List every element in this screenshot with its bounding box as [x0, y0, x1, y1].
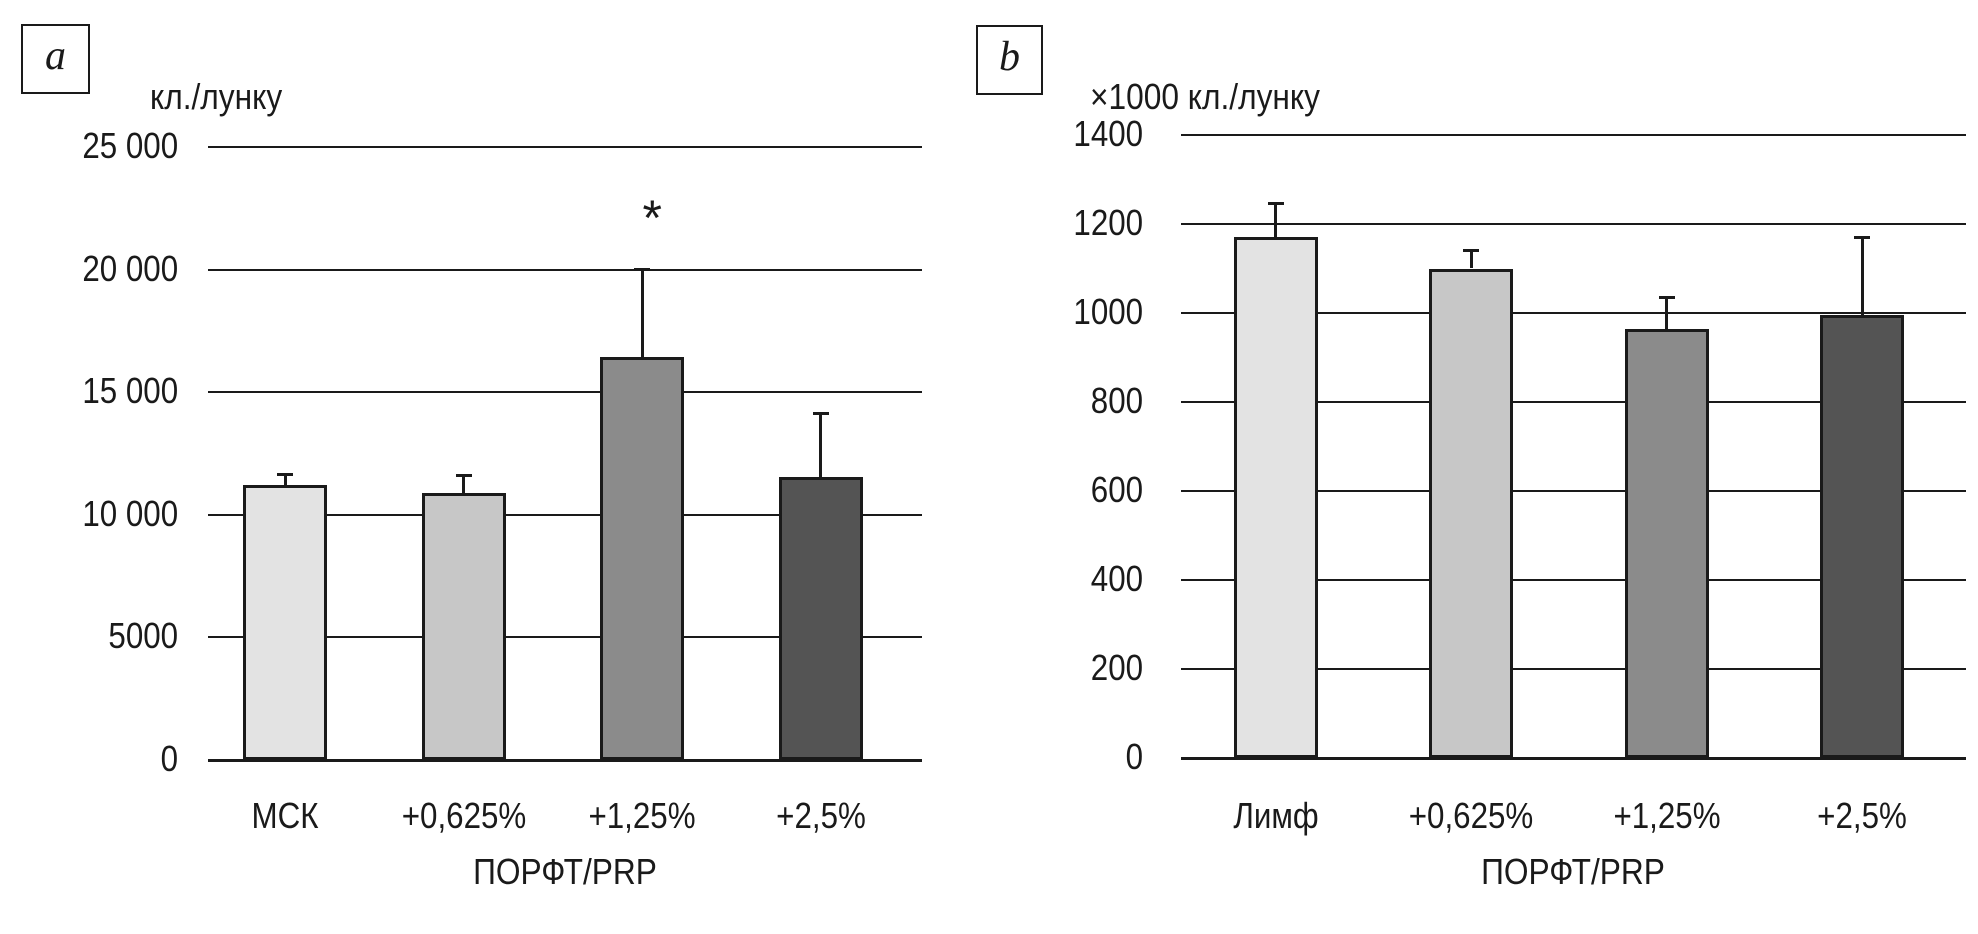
error-bar-Лимф	[1274, 203, 1278, 238]
y-tick-label-400: 400	[1090, 558, 1143, 600]
error-cap-+1,25%	[634, 268, 651, 272]
y-tick-label-1000: 1000	[1073, 291, 1143, 333]
gridline-10000	[208, 513, 922, 516]
gridline-1200	[1181, 223, 1966, 225]
x-axis-line	[208, 758, 922, 762]
gridline-15000	[208, 391, 922, 394]
y-tick-label-5000: 5000	[108, 615, 178, 657]
category-label-+1,25%: +1,25%	[588, 795, 696, 836]
x-axis-title-a: ПОРФТ/PRP	[473, 851, 657, 892]
error-bar-+1,25%	[1665, 297, 1669, 329]
significance-asterisk: *	[642, 190, 662, 247]
y-tick-label-800: 800	[1090, 380, 1143, 422]
gridline-5000	[208, 636, 922, 639]
y-tick-label-10000: 10 000	[82, 492, 178, 534]
bar-+2,5%	[778, 476, 863, 760]
category-label-+0,625%: +0,625%	[401, 795, 527, 836]
panel-letter-box-b: b	[976, 25, 1043, 95]
y-tick-label-600: 600	[1090, 469, 1143, 511]
gridline-25000	[208, 146, 922, 148]
error-bar-+1,25%	[640, 269, 644, 357]
gridline-800	[1181, 401, 1966, 403]
gridline-400	[1181, 579, 1966, 581]
bar-+0,625%	[1429, 268, 1514, 758]
gridline-200	[1181, 668, 1966, 670]
gridline-20000	[208, 268, 922, 271]
y-tick-label-200: 200	[1090, 647, 1143, 689]
error-cap-+0,625%	[455, 474, 472, 478]
category-label-+1,25%: +1,25%	[1613, 795, 1721, 836]
error-bar-+2,5%	[819, 413, 823, 477]
panel-letter-b: b	[999, 34, 1020, 80]
y-tick-label-0: 0	[160, 738, 178, 780]
bar-МСК	[243, 485, 328, 760]
x-axis-title-b: ПОРФТ/PRP	[1481, 851, 1665, 892]
error-bar-+0,625%	[1469, 250, 1473, 269]
category-label-Лимф: Лимф	[1233, 795, 1319, 836]
y-tick-label-20000: 20 000	[82, 247, 178, 289]
y-tick-label-1400: 1400	[1073, 113, 1143, 155]
error-bar-+2,5%	[1860, 237, 1864, 316]
error-cap-+2,5%	[1854, 235, 1871, 239]
gridline-1400	[1181, 134, 1966, 136]
panel-letter-box-a: a	[21, 24, 90, 94]
bar-+1,25%	[1624, 328, 1709, 758]
y-tick-label-1200: 1200	[1073, 202, 1143, 244]
gridline-600	[1181, 490, 1966, 492]
y-tick-label-15000: 15 000	[82, 370, 178, 412]
x-axis-line	[1181, 756, 1966, 760]
gridline-1000	[1181, 312, 1966, 314]
category-label-МСК: МСК	[251, 795, 319, 836]
y-tick-label-25000: 25 000	[82, 125, 178, 167]
bar-Лимф	[1233, 237, 1318, 758]
error-cap-+1,25%	[1658, 295, 1675, 299]
y-axis-unit-label-b: ×1000 кл./лунку	[1090, 76, 1320, 117]
bar-+0,625%	[421, 492, 506, 760]
panel-letter-a: a	[45, 33, 66, 79]
category-label-+2,5%: +2,5%	[1817, 795, 1908, 836]
error-cap-+2,5%	[812, 411, 829, 415]
error-cap-+0,625%	[1463, 249, 1480, 253]
category-label-+2,5%: +2,5%	[775, 795, 866, 836]
error-bar-+0,625%	[462, 475, 466, 493]
category-label-+0,625%: +0,625%	[1408, 795, 1534, 836]
y-axis-unit-label-a: кл./лунку	[150, 76, 283, 117]
y-tick-label-0: 0	[1125, 736, 1143, 778]
error-cap-МСК	[277, 472, 294, 476]
error-bar-МСК	[283, 474, 287, 486]
bar-+1,25%	[600, 356, 685, 760]
bar-+2,5%	[1820, 315, 1905, 758]
error-cap-Лимф	[1267, 202, 1284, 206]
